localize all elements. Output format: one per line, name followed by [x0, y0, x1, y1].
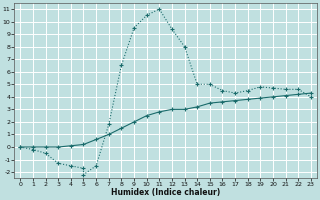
X-axis label: Humidex (Indice chaleur): Humidex (Indice chaleur)	[111, 188, 220, 197]
